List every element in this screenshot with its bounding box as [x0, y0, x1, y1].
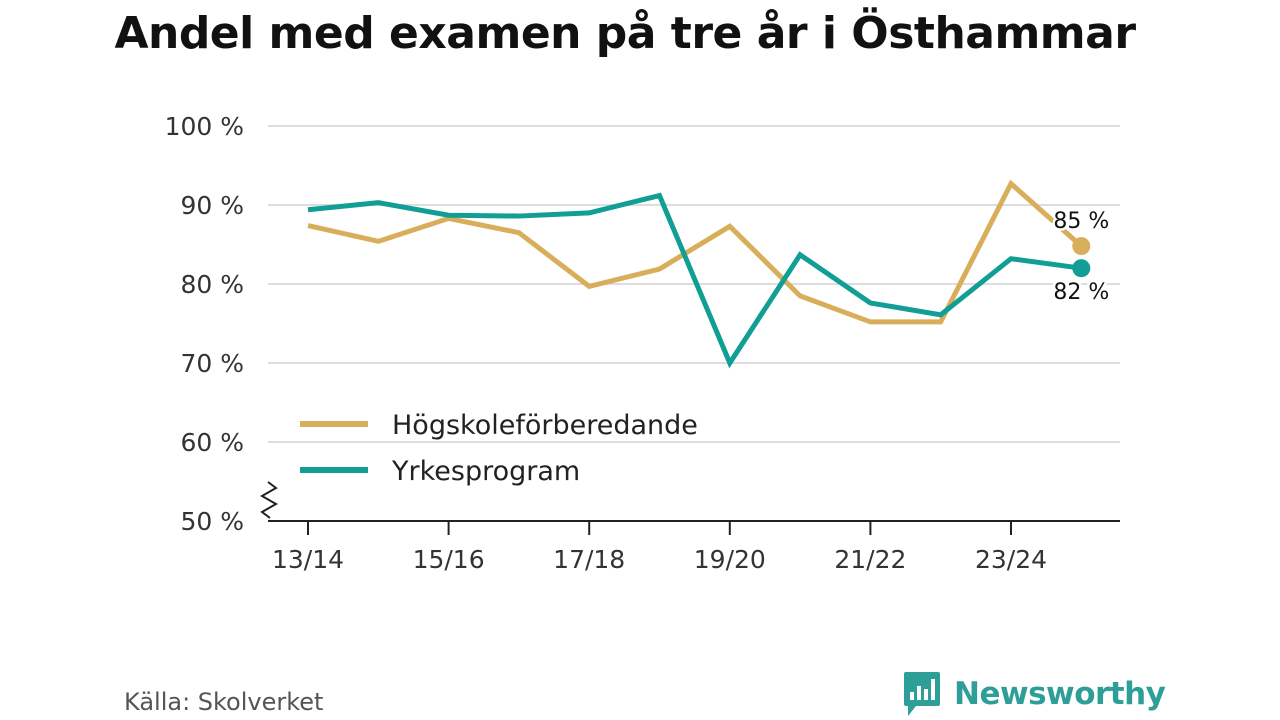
- chart-title: Andel med examen på tre år i Östhammar: [114, 8, 1136, 59]
- legend-label: Högskoleförberedande: [392, 410, 698, 441]
- x-tick-label: 15/16: [413, 545, 485, 574]
- series-line: [307, 192, 1082, 369]
- y-tick-label: 50 %: [180, 507, 244, 536]
- x-tick-label: 17/18: [553, 545, 625, 574]
- brand-name: Newsworthy: [954, 676, 1166, 712]
- series-end-label: 82 %: [1053, 280, 1109, 305]
- source-note: Källa: Skolverket: [124, 688, 324, 716]
- legend-label: Yrkesprogram: [391, 456, 580, 487]
- x-tick-label: 19/20: [694, 545, 766, 574]
- brand-logo: Newsworthy: [902, 670, 1166, 718]
- y-tick-label: 80 %: [180, 270, 244, 299]
- x-tick-label: 21/22: [834, 545, 906, 574]
- series-end-marker: [1072, 237, 1091, 256]
- end-labels: 85 % 82 %: [1051, 207, 1112, 308]
- series-lines: [307, 179, 1091, 369]
- series-end-marker: [1072, 259, 1091, 278]
- y-tick-label: 100 %: [165, 112, 244, 141]
- y-tick-label: 90 %: [180, 191, 244, 220]
- y-tick-label: 70 %: [180, 349, 244, 378]
- series-end-label: 85 %: [1053, 209, 1109, 234]
- legend-background: [292, 400, 737, 440]
- legend: Högskoleförberedande Yrkesprogram: [292, 400, 737, 487]
- axes: 50 % 60 % 70 % 80 % 90 % 100 % 13/14 15/16 17/18…: [165, 112, 1120, 574]
- axis-break-mark: [259, 481, 279, 519]
- x-tick-label: 23/24: [975, 545, 1047, 574]
- chart-bubble-icon: [904, 672, 940, 716]
- series-line: [307, 179, 1083, 325]
- y-tick-label: 60 %: [180, 428, 244, 457]
- x-tick-label: 13/14: [272, 545, 344, 574]
